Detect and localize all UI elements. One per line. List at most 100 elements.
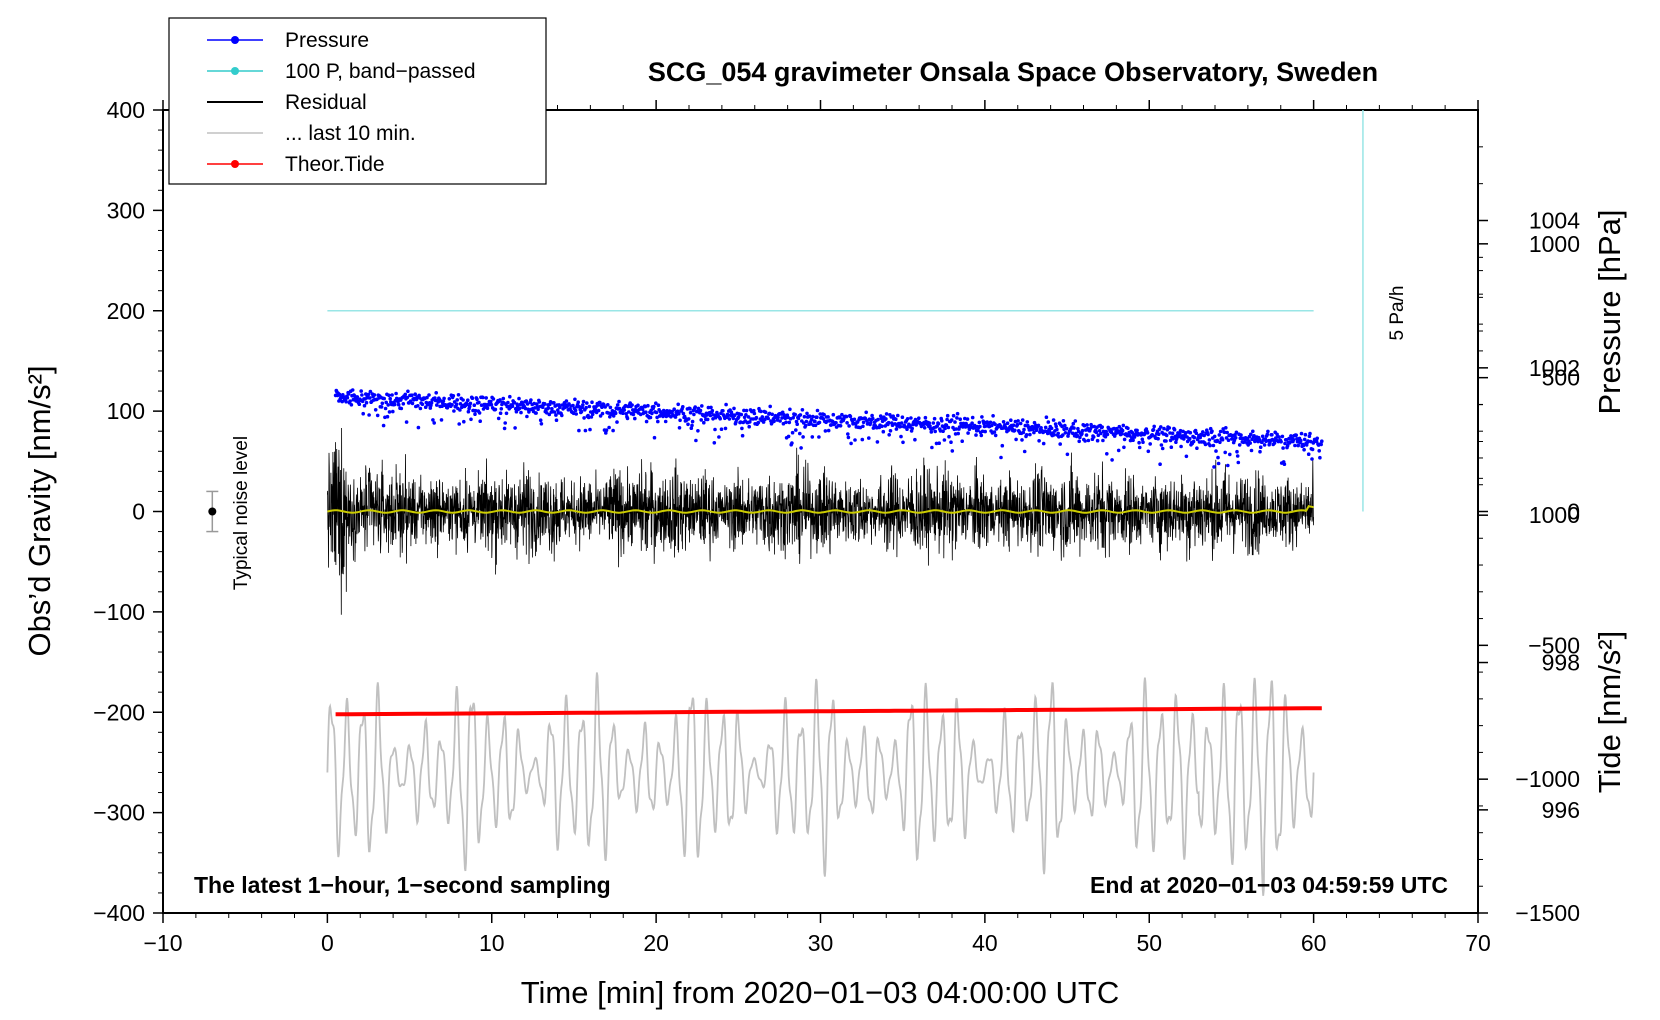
pressure-point [688, 406, 692, 411]
pressure-point [742, 408, 746, 413]
pressure-point [791, 416, 795, 420]
pressure-point [613, 411, 618, 416]
pressure-point [403, 392, 408, 397]
pressure-point [573, 397, 577, 402]
pressure-point [1120, 431, 1124, 436]
pressure-point [1224, 426, 1228, 430]
pressure-point [949, 440, 953, 445]
pressure-point [484, 396, 489, 400]
pressure-point [504, 411, 509, 416]
pressure-point [1249, 448, 1254, 453]
pressure-point [1094, 430, 1099, 435]
legend-label: Theor.Tide [285, 153, 385, 176]
pressure-point [705, 417, 710, 422]
pressure-point [884, 417, 888, 421]
pressure-point [600, 411, 605, 416]
pressure-point [869, 420, 873, 425]
pressure-point [512, 400, 517, 405]
pressure-point [1301, 443, 1306, 448]
pressure-point [514, 409, 519, 414]
pressure-point [846, 432, 850, 436]
pressure-point [648, 415, 653, 420]
pressure-point [676, 402, 680, 407]
pressure-point [472, 403, 477, 408]
pressure-point [756, 420, 761, 425]
y-tick-label: −200 [93, 699, 145, 725]
pressure-point [811, 414, 815, 419]
pressure-point [1056, 431, 1060, 436]
pressure-point [1049, 426, 1054, 431]
last-10-min-series [326, 672, 1315, 896]
pressure-point [1288, 440, 1293, 444]
pressure-point [372, 393, 377, 397]
pressure-point [678, 418, 682, 423]
pressure-point [636, 403, 640, 408]
pressure-point [708, 413, 713, 418]
pressure-point [731, 416, 736, 421]
pressure-point [947, 434, 951, 439]
pressure-point [780, 416, 784, 420]
pressure-point [366, 392, 371, 397]
pressure-point [581, 399, 586, 404]
pressure-point [608, 405, 613, 410]
pressure-point [980, 415, 984, 419]
pressure-point [803, 423, 808, 428]
pressure-point [387, 393, 391, 398]
pressure-point [652, 404, 656, 409]
pressure-point [794, 428, 798, 432]
pressure-point [690, 423, 694, 428]
y-tick-label: 400 [107, 97, 145, 123]
pressure-point [826, 428, 831, 433]
pressure-point [1226, 438, 1231, 443]
pressure-point [1065, 452, 1070, 457]
pressure-point [345, 395, 350, 400]
x-tick-label: 70 [1465, 930, 1491, 956]
pressure-point [465, 402, 469, 407]
pressure-point [747, 424, 751, 429]
pressure-point [654, 401, 658, 406]
pressure-point [1281, 446, 1285, 450]
pressure-point [1257, 437, 1262, 442]
tide-tick-label: −500 [1528, 632, 1580, 658]
pressure-point [849, 441, 853, 446]
pressure-point [1162, 426, 1166, 431]
pressure-point [1218, 429, 1223, 434]
pressure-point [681, 405, 685, 409]
pressure-point [690, 419, 695, 424]
pressure-point [538, 418, 543, 423]
pressure-point [1296, 443, 1300, 448]
pressure-point [1234, 430, 1239, 435]
pressure-point [469, 417, 473, 422]
pressure-point [581, 403, 585, 407]
pressure-point [696, 429, 700, 433]
pressure-point [1236, 460, 1241, 465]
noise-point [208, 507, 217, 516]
pressure-point [886, 420, 891, 425]
pressure-point [434, 391, 439, 395]
pressure-point [355, 395, 360, 399]
pressure-point [425, 395, 429, 400]
pressure-point [1076, 426, 1080, 431]
pressure-point [1307, 434, 1312, 439]
pressure-point [739, 412, 744, 417]
pressure-point [1145, 431, 1150, 435]
pressure-point [698, 408, 703, 413]
pressure-point [1051, 418, 1056, 422]
pressure-point [1223, 450, 1227, 455]
pressure-point [864, 410, 868, 415]
pressure-point [1023, 423, 1028, 428]
x-tick-label: 0 [321, 930, 334, 956]
pressure-point [718, 416, 722, 421]
pressure-point [368, 396, 372, 400]
tide-tick-label: −1500 [1515, 900, 1580, 926]
pressure-point [805, 411, 809, 416]
pressure-point [1105, 432, 1110, 437]
pressure-point [604, 428, 609, 433]
pressure-point [1291, 438, 1296, 442]
pressure-point [456, 393, 461, 397]
pressure-point [1126, 426, 1130, 431]
pressure-point [410, 393, 414, 398]
pressure-point [611, 428, 615, 433]
pressure-point [1140, 437, 1145, 442]
pressure-point [950, 449, 955, 453]
